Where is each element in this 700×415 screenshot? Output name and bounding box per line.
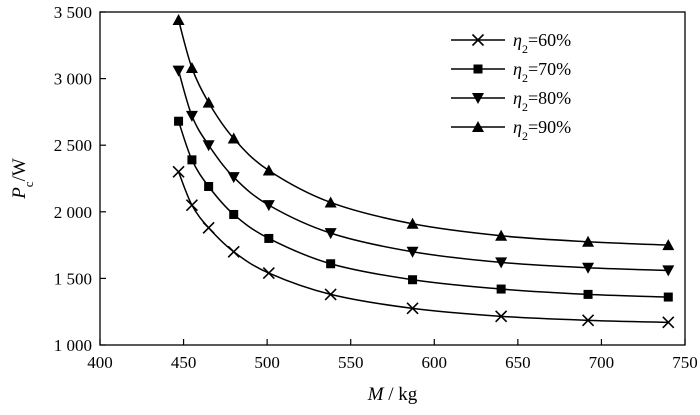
data-point	[663, 292, 673, 302]
series-1	[172, 165, 675, 329]
data-point	[227, 132, 240, 144]
data-point	[324, 228, 337, 240]
data-point	[227, 172, 240, 184]
data-point	[172, 65, 185, 77]
data-point	[581, 314, 595, 327]
legend-label: η2=70%	[513, 59, 571, 85]
series-line	[177, 70, 669, 272]
data-point	[496, 284, 506, 294]
x-tick-label: 700	[589, 353, 615, 372]
data-point	[406, 217, 419, 229]
plot-frame	[99, 11, 686, 346]
data-point	[406, 302, 419, 315]
data-point	[187, 155, 197, 165]
data-point	[202, 221, 215, 234]
data-point	[204, 181, 214, 191]
legend-label: η2=90%	[513, 117, 571, 143]
data-point	[185, 199, 198, 212]
data-point	[662, 316, 675, 329]
x-tick-label: 400	[87, 353, 113, 372]
legend-item-4: η2=90%	[451, 117, 571, 143]
data-point	[262, 267, 275, 280]
y-tick-label: 3 500	[54, 3, 92, 22]
y-tick-label: 2 500	[54, 136, 92, 155]
data-point	[174, 116, 184, 126]
legend-marker	[472, 93, 484, 104]
legend-marker	[471, 33, 485, 47]
data-point	[202, 140, 215, 152]
axis-labels: M / kg Pc/W	[9, 158, 418, 405]
series-2	[174, 116, 673, 302]
data-point	[582, 262, 595, 274]
x-tick-label: 450	[171, 353, 197, 372]
x-tick-label: 650	[505, 353, 531, 372]
x-tick-label: 750	[672, 353, 698, 372]
data-point	[262, 200, 275, 212]
legend: η2=60% η2=70% η2=80% η2=90%	[451, 30, 571, 143]
series-line	[177, 171, 669, 324]
series-line	[177, 19, 669, 246]
data-point	[262, 164, 275, 176]
y-tick-label: 3 000	[54, 70, 92, 89]
y-tick-label: 2 000	[54, 203, 92, 222]
data-point	[495, 229, 508, 241]
data-point	[582, 235, 595, 247]
series-group	[172, 13, 675, 329]
legend-label: η2=80%	[513, 88, 571, 114]
data-point	[264, 233, 274, 243]
data-point	[662, 239, 675, 251]
x-axis-label: M / kg	[367, 384, 418, 405]
x-tick-label: 600	[422, 353, 448, 372]
series-4	[172, 13, 675, 251]
y-tick-label: 1 500	[54, 269, 92, 288]
data-point	[324, 196, 337, 208]
data-point	[326, 259, 336, 269]
x-tick-label: 500	[254, 353, 280, 372]
plot-area: 400 450 500 550 600 650 700 750 1 000 1 500 2 000 2…	[54, 3, 698, 372]
data-point	[495, 257, 508, 269]
legend-item-3: η2=80%	[451, 88, 571, 114]
legend-marker	[473, 64, 483, 74]
data-point	[495, 310, 508, 323]
data-point	[229, 209, 239, 219]
data-point	[172, 165, 185, 178]
data-point	[202, 96, 215, 108]
y-axis-label: Pc/W	[9, 158, 36, 200]
data-point	[185, 110, 198, 122]
y-tick-label: 1 000	[54, 336, 92, 355]
legend-item-2: η2=70%	[451, 59, 571, 85]
data-point	[583, 289, 593, 299]
legend-item-1: η2=60%	[451, 30, 571, 56]
data-point	[408, 275, 418, 285]
data-point	[172, 13, 185, 25]
data-point	[406, 246, 419, 258]
legend-marker	[472, 121, 484, 132]
series-3	[172, 65, 675, 277]
data-point	[662, 265, 675, 277]
legend-label: η2=60%	[513, 30, 571, 56]
data-point	[324, 288, 337, 301]
data-point	[185, 61, 198, 73]
data-point	[227, 245, 240, 258]
x-tick-label: 550	[338, 353, 364, 372]
series-line	[177, 120, 669, 298]
